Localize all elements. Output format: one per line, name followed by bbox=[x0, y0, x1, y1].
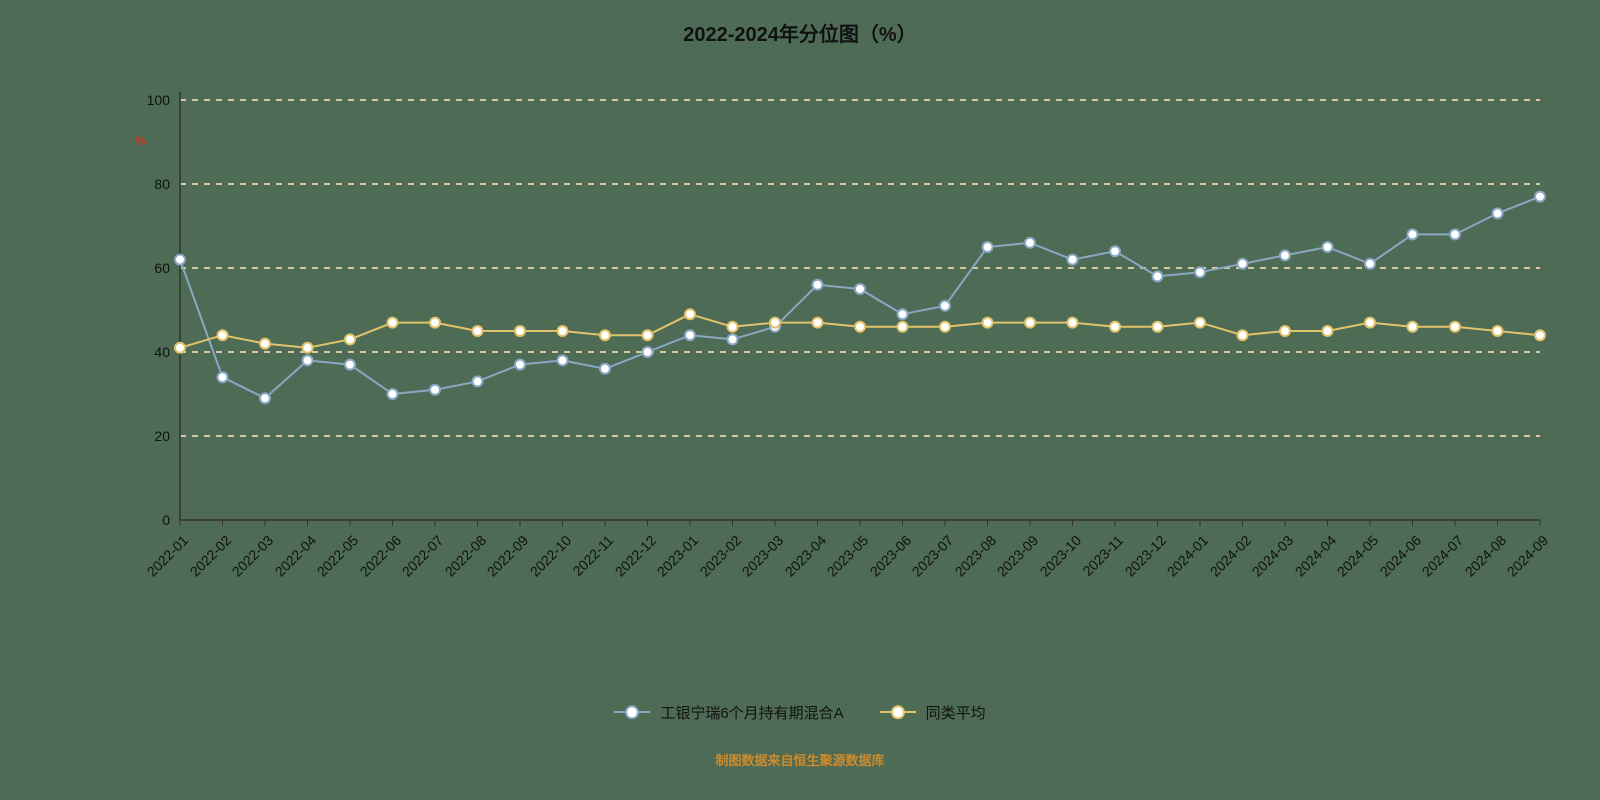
series-marker bbox=[1408, 229, 1418, 239]
series-marker bbox=[1493, 326, 1503, 336]
legend-label: 工银宁瑞6个月持有期混合A bbox=[660, 702, 843, 723]
series-marker bbox=[260, 339, 270, 349]
series-marker bbox=[685, 309, 695, 319]
series-marker bbox=[940, 301, 950, 311]
y-tick-label: 40 bbox=[130, 344, 170, 360]
series-marker bbox=[473, 326, 483, 336]
series-marker bbox=[983, 242, 993, 252]
series-marker bbox=[813, 280, 823, 290]
series-marker bbox=[1450, 322, 1460, 332]
series-marker bbox=[260, 393, 270, 403]
series-marker bbox=[643, 330, 653, 340]
legend-swatch bbox=[614, 711, 650, 713]
series-marker bbox=[175, 255, 185, 265]
series-marker bbox=[1195, 318, 1205, 328]
legend-marker-icon bbox=[625, 705, 639, 719]
series-marker bbox=[430, 385, 440, 395]
series-marker bbox=[1110, 246, 1120, 256]
y-unit-label: % bbox=[135, 134, 146, 148]
series-marker bbox=[515, 326, 525, 336]
series-marker bbox=[218, 330, 228, 340]
series-marker bbox=[1365, 318, 1375, 328]
series-marker bbox=[685, 330, 695, 340]
series-marker bbox=[218, 372, 228, 382]
series-marker bbox=[728, 334, 738, 344]
chart-legend: 工银宁瑞6个月持有期混合A 同类平均 bbox=[0, 700, 1600, 723]
legend-item: 工银宁瑞6个月持有期混合A bbox=[614, 702, 843, 723]
series-marker bbox=[1153, 322, 1163, 332]
series-marker bbox=[345, 360, 355, 370]
series-marker bbox=[1068, 318, 1078, 328]
series-marker bbox=[600, 364, 610, 374]
series-marker bbox=[1365, 259, 1375, 269]
series-marker bbox=[1280, 250, 1290, 260]
series-marker bbox=[813, 318, 823, 328]
series-marker bbox=[1238, 330, 1248, 340]
chart-footer-credit: 制图数据来自恒生聚源数据库 bbox=[0, 750, 1600, 769]
legend-marker-icon bbox=[891, 705, 905, 719]
series-marker bbox=[1025, 318, 1035, 328]
series-marker bbox=[430, 318, 440, 328]
series-marker bbox=[770, 318, 780, 328]
series-marker bbox=[558, 355, 568, 365]
series-line-0 bbox=[180, 197, 1540, 399]
series-marker bbox=[388, 318, 398, 328]
series-marker bbox=[1323, 242, 1333, 252]
series-marker bbox=[303, 343, 313, 353]
series-marker bbox=[1238, 259, 1248, 269]
y-tick-label: 80 bbox=[130, 176, 170, 192]
series-marker bbox=[600, 330, 610, 340]
series-marker bbox=[983, 318, 993, 328]
series-marker bbox=[1323, 326, 1333, 336]
series-marker bbox=[1408, 322, 1418, 332]
series-marker bbox=[1280, 326, 1290, 336]
series-marker bbox=[1068, 255, 1078, 265]
series-marker bbox=[175, 343, 185, 353]
y-tick-label: 100 bbox=[130, 92, 170, 108]
series-marker bbox=[1025, 238, 1035, 248]
series-marker bbox=[1110, 322, 1120, 332]
y-tick-label: 0 bbox=[130, 512, 170, 528]
series-marker bbox=[345, 334, 355, 344]
series-marker bbox=[1493, 208, 1503, 218]
series-marker bbox=[1450, 229, 1460, 239]
series-marker bbox=[940, 322, 950, 332]
chart-svg bbox=[0, 0, 1600, 800]
y-tick-label: 60 bbox=[130, 260, 170, 276]
series-marker bbox=[303, 355, 313, 365]
legend-item: 同类平均 bbox=[880, 702, 986, 723]
series-marker bbox=[1153, 271, 1163, 281]
series-marker bbox=[728, 322, 738, 332]
series-marker bbox=[558, 326, 568, 336]
percentile-chart: 2022-2024年分位图（%） 020406080100 2022-01202… bbox=[0, 0, 1600, 800]
series-marker bbox=[855, 284, 865, 294]
series-marker bbox=[898, 322, 908, 332]
series-marker bbox=[855, 322, 865, 332]
series-marker bbox=[473, 376, 483, 386]
legend-swatch bbox=[880, 711, 916, 713]
series-marker bbox=[388, 389, 398, 399]
series-marker bbox=[1535, 192, 1545, 202]
legend-label: 同类平均 bbox=[926, 702, 986, 723]
series-marker bbox=[1195, 267, 1205, 277]
y-tick-label: 20 bbox=[130, 428, 170, 444]
series-marker bbox=[515, 360, 525, 370]
series-marker bbox=[1535, 330, 1545, 340]
series-marker bbox=[643, 347, 653, 357]
series-marker bbox=[898, 309, 908, 319]
